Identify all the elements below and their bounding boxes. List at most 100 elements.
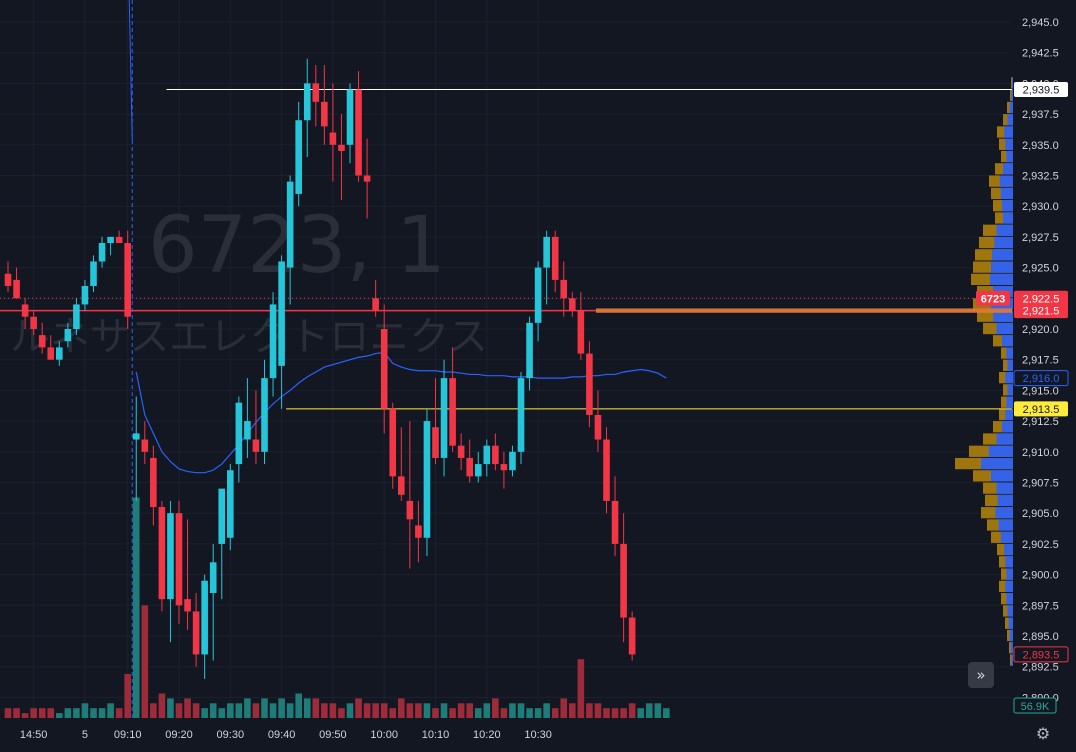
volume-profile-row: [1005, 408, 1013, 421]
candle-body: [209, 562, 217, 594]
volume-profile-row: [1006, 150, 1013, 163]
gear-icon[interactable]: ⚙: [1035, 724, 1051, 743]
volume-bar: [218, 708, 226, 718]
volume-profile-row: [993, 310, 1013, 322]
volume-bar: [295, 693, 302, 718]
volume-profile-row: [991, 261, 1013, 273]
volume-profile-row: [1006, 568, 1013, 580]
volume-bar: [483, 703, 491, 718]
time-axis[interactable]: 14:50 5 09:10 09:20 09:30 09:40 09:50 10:00 10:1…: [20, 729, 552, 741]
price-tick-label: 2,932.5: [1022, 171, 1059, 183]
price-tick-label: 2,920.0: [1022, 324, 1059, 336]
candle-body: [440, 378, 448, 458]
candle-body: [73, 304, 80, 329]
volume-bar: [321, 703, 328, 718]
candle-body: [372, 298, 379, 311]
volume-profile-row: [1007, 114, 1013, 126]
volume-bar: [423, 703, 431, 718]
volume-profile-row: [994, 236, 1013, 249]
volume-bar: [637, 708, 644, 718]
candle-body: [398, 476, 405, 495]
candle-body: [286, 181, 294, 268]
candle-body: [227, 470, 234, 538]
session-break-line: [128, 0, 133, 718]
volume-bar: [551, 708, 559, 718]
candle-body: [338, 144, 345, 151]
volume-profile-row: [996, 322, 1013, 335]
candle-body: [492, 445, 499, 465]
price-tick-label: 2,915.0: [1022, 385, 1059, 397]
volume-bar: [184, 698, 191, 718]
price-label-bg: [1013, 370, 1069, 387]
candle-body: [628, 617, 636, 655]
price-label-text: 2,922.5: [1023, 293, 1060, 305]
volume-bar: [261, 698, 268, 718]
volume-bar: [654, 703, 662, 718]
volume-profile-row: [1005, 580, 1013, 593]
candle-body: [586, 353, 593, 415]
price-label-text: 2,913.5: [1023, 404, 1060, 416]
time-tick-label: 09:40: [268, 729, 296, 741]
candle-body: [474, 464, 482, 477]
volume-bar: [81, 703, 89, 718]
highlight-band: [595, 308, 1012, 313]
volume-bar: [663, 708, 670, 718]
volume-bar: [560, 698, 568, 718]
volume-profile-row: [991, 470, 1013, 482]
time-tick-label: 10:30: [524, 729, 552, 741]
volume-profile: [955, 77, 1013, 666]
time-tick-label: 09:30: [217, 729, 245, 741]
volume-bar: [569, 703, 576, 718]
candle-body: [534, 267, 542, 323]
candle-body: [158, 507, 166, 600]
price-tick-label: 2,900.0: [1022, 570, 1059, 582]
candle-body: [201, 580, 208, 655]
chevrons-right-icon[interactable]: »: [968, 662, 994, 688]
price-axis[interactable]: 2,945.02,942.52,940.02,937.52,935.02,932…: [1022, 17, 1059, 704]
price-tick-label: 2,930.0: [1022, 201, 1059, 213]
volume-bar: [209, 703, 217, 718]
candles: [4, 58, 636, 679]
volume-profile-row: [996, 433, 1013, 445]
volume-bar: [603, 708, 610, 718]
time-tick-label: 09:50: [319, 729, 347, 741]
candle-body: [543, 236, 550, 268]
price-tick-label: 2,892.5: [1022, 662, 1059, 674]
volume-bar: [303, 698, 311, 718]
volume-profile-row: [998, 519, 1013, 531]
volume-profile-row: [1005, 556, 1013, 568]
watermark-company: ルネサスエレクトロニクス: [10, 314, 488, 360]
price-tick-label: 2,902.5: [1022, 539, 1059, 551]
candle-body: [38, 335, 46, 348]
candle-body: [21, 304, 29, 317]
volume-profile-row: [1007, 359, 1013, 371]
candle-body: [611, 500, 619, 544]
volume-bar: [158, 693, 166, 718]
candle-body: [329, 132, 337, 145]
candle-body: [235, 402, 243, 465]
candle-body: [150, 457, 157, 508]
price-label-text: 2,921.5: [1023, 306, 1060, 318]
volume-profile-row: [1008, 617, 1013, 629]
vwap-path: [135, 351, 667, 474]
volume-bar: [192, 703, 200, 718]
candle-body: [64, 329, 72, 342]
volume-bar: [90, 708, 97, 718]
candle-body: [30, 316, 37, 329]
volume-bar: [64, 708, 72, 718]
candle-body: [406, 500, 414, 520]
volume-bar: [252, 703, 260, 718]
volume-bar: [449, 708, 456, 718]
price-label-bg: [1014, 303, 1068, 319]
volume-bar: [517, 703, 525, 718]
candle-body: [603, 439, 610, 501]
symbol-tag-bg: [976, 290, 1010, 306]
candle-body: [295, 120, 302, 194]
volume-bar: [115, 708, 123, 718]
volume-profile-row: [1002, 335, 1013, 347]
price-label-text: 2,939.5: [1023, 85, 1060, 97]
volume-bar: [346, 703, 354, 718]
price-label-bg: [1014, 82, 1068, 98]
volume-profile-row: [1004, 543, 1013, 556]
